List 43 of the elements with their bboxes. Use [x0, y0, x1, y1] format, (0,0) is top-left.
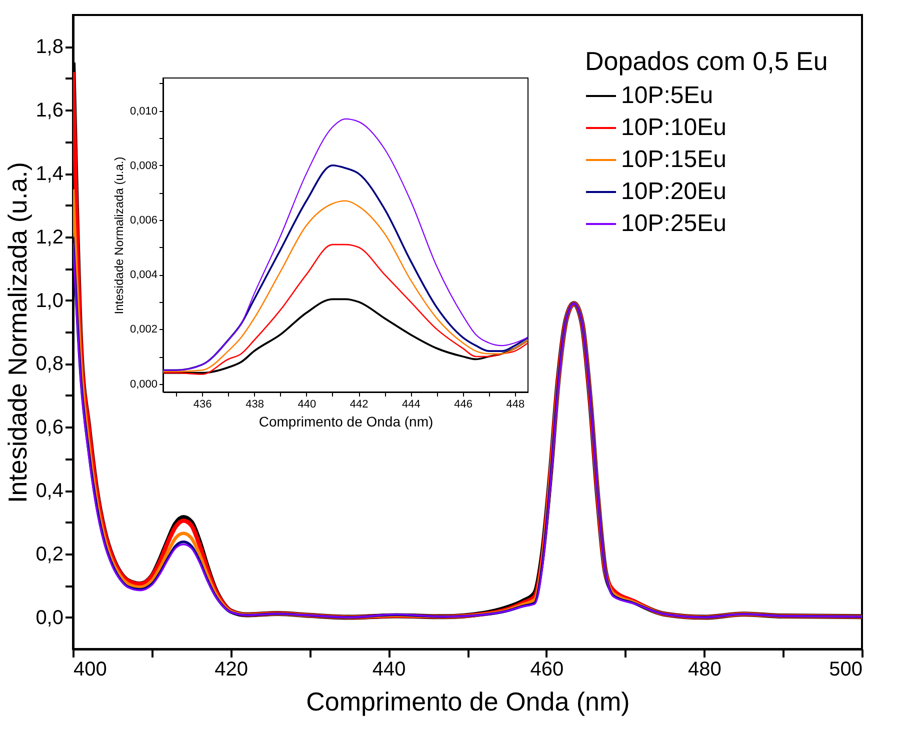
x-tick-label: 444 [402, 398, 420, 410]
x-tick-label: 460 [530, 658, 564, 680]
y-tick-label: 0,004 [130, 269, 158, 282]
legend-label: 10P:20Eu [621, 178, 726, 205]
y-tick-label: 1,6 [36, 100, 64, 122]
y-tick-label: 0,0 [36, 606, 64, 629]
x-tick-label: 448 [506, 398, 525, 410]
x-tick-label: 440 [298, 398, 316, 410]
x-tick-label: 442 [350, 398, 368, 410]
legend-title: Dopados com 0,5 Eu [585, 46, 828, 76]
y-tick-label: 0,8 [36, 353, 64, 376]
x-tick-label: 500 [829, 658, 862, 680]
line-series [162, 200, 529, 372]
x-axis-title: Comprimento de Onda (nm) [258, 414, 434, 430]
x-tick-label: 400 [74, 658, 107, 680]
x-tick-label: 436 [193, 398, 212, 410]
y-tick-label: 1,2 [36, 226, 64, 248]
x-tick-label: 446 [454, 398, 472, 410]
line-series [162, 244, 529, 375]
x-axis-title: Comprimento de Onda (nm) [306, 686, 630, 716]
x-tick-label: 438 [246, 398, 264, 410]
legend-label: 10P:15Eu [621, 146, 726, 173]
y-tick-label: 0,2 [36, 543, 64, 566]
y-tick-label: 0,6 [36, 416, 64, 439]
legend-label: 10P:10Eu [621, 114, 726, 141]
x-tick-label: 420 [214, 658, 248, 680]
y-axis-title: Intesidade Normalizada (u.a.) [112, 156, 126, 314]
y-tick-label: 0,006 [130, 214, 158, 226]
legend-label: 10P:5Eu [621, 82, 714, 109]
line-series [162, 164, 529, 372]
y-tick-label: 0,008 [130, 160, 158, 172]
y-tick-label: 1,8 [36, 36, 64, 58]
y-tick-label: 0,4 [36, 480, 64, 502]
y-tick-label: 0,010 [130, 105, 158, 118]
y-tick-label: 0,000 [130, 378, 158, 390]
y-tick-label: 0,002 [130, 324, 158, 336]
legend-label: 10P:25Eu [621, 210, 726, 237]
x-tick-label: 440 [372, 658, 406, 680]
y-axis-title: Intesidade Normalizada (u.a.) [2, 162, 33, 504]
x-tick-label: 480 [688, 658, 722, 680]
y-tick-label: 1,4 [36, 163, 64, 185]
y-tick-label: 1,0 [36, 290, 64, 312]
line-series [162, 118, 529, 371]
